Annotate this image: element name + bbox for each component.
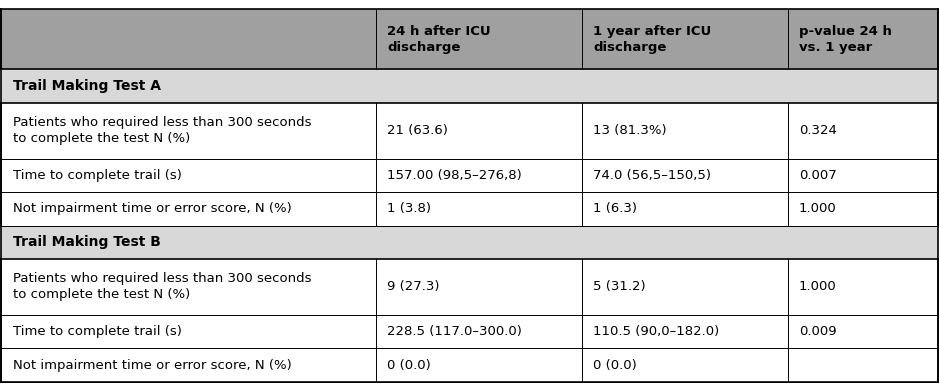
Text: 110.5 (90,0–182.0): 110.5 (90,0–182.0) [593, 325, 719, 338]
Text: 21 (63.6): 21 (63.6) [387, 124, 448, 137]
Text: 5 (31.2): 5 (31.2) [593, 281, 646, 293]
Text: Time to complete trail (s): Time to complete trail (s) [12, 169, 181, 182]
Text: 0.007: 0.007 [799, 169, 837, 182]
Text: Time to complete trail (s): Time to complete trail (s) [12, 325, 181, 338]
Text: Patients who required less than 300 seconds
to complete the test N (%): Patients who required less than 300 seco… [12, 272, 311, 301]
Text: 1.000: 1.000 [799, 202, 837, 215]
Text: 0 (0.0): 0 (0.0) [593, 358, 637, 372]
Text: 13 (81.3%): 13 (81.3%) [593, 124, 667, 137]
Bar [1, 69, 938, 103]
Bar [1, 159, 938, 192]
Bar [1, 103, 938, 159]
Text: 1 (3.8): 1 (3.8) [387, 202, 431, 215]
Bar [1, 226, 938, 259]
Bar [1, 348, 938, 382]
Text: 0.324: 0.324 [799, 124, 837, 137]
Bar [1, 9, 938, 69]
Text: Trail Making Test A: Trail Making Test A [12, 79, 161, 93]
Text: 1.000: 1.000 [799, 281, 837, 293]
Text: 1 (6.3): 1 (6.3) [593, 202, 637, 215]
Text: 0 (0.0): 0 (0.0) [387, 358, 431, 372]
Text: Trail Making Test B: Trail Making Test B [12, 235, 161, 249]
Text: Not impairment time or error score, N (%): Not impairment time or error score, N (%… [12, 202, 291, 215]
Bar [1, 259, 938, 315]
Text: Patients who required less than 300 seconds
to complete the test N (%): Patients who required less than 300 seco… [12, 116, 311, 145]
Text: 1 year after ICU
discharge: 1 year after ICU discharge [593, 25, 712, 54]
Text: 9 (27.3): 9 (27.3) [387, 281, 439, 293]
Bar [1, 315, 938, 348]
Text: 24 h after ICU
discharge: 24 h after ICU discharge [387, 25, 491, 54]
Text: 74.0 (56,5–150,5): 74.0 (56,5–150,5) [593, 169, 711, 182]
Bar [1, 192, 938, 226]
Text: 157.00 (98,5–276,8): 157.00 (98,5–276,8) [387, 169, 522, 182]
Text: 0.009: 0.009 [799, 325, 837, 338]
Text: p-value 24 h
vs. 1 year: p-value 24 h vs. 1 year [799, 25, 892, 54]
Text: 228.5 (117.0–300.0): 228.5 (117.0–300.0) [387, 325, 522, 338]
Text: Not impairment time or error score, N (%): Not impairment time or error score, N (%… [12, 358, 291, 372]
